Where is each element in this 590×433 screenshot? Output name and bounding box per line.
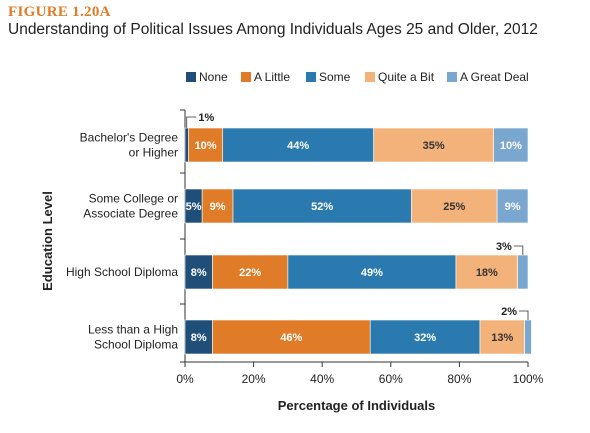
data-label: 46% bbox=[280, 332, 302, 344]
data-label: 2% bbox=[501, 306, 517, 318]
data-label: 10% bbox=[500, 140, 522, 152]
x-tick-label: 80% bbox=[447, 372, 471, 386]
x-tick-label: 100% bbox=[513, 372, 544, 386]
legend-swatch bbox=[447, 72, 457, 82]
x-tick-label: 0% bbox=[176, 372, 194, 386]
data-label: 5% bbox=[186, 201, 202, 213]
data-label: 13% bbox=[491, 332, 513, 344]
bar-segment bbox=[212, 254, 289, 290]
data-label: 1% bbox=[198, 112, 214, 124]
legend-label: None bbox=[199, 70, 228, 84]
bar-segment bbox=[455, 254, 519, 290]
bar-segment bbox=[373, 127, 494, 163]
legend-swatch bbox=[365, 72, 375, 82]
bar-segment bbox=[496, 188, 529, 224]
bar-segment bbox=[184, 319, 213, 355]
category-label: Associate Degree bbox=[83, 207, 178, 221]
data-label: 8% bbox=[191, 332, 207, 344]
bar-segment bbox=[493, 127, 529, 163]
bar-segment bbox=[188, 127, 224, 163]
y-axis-title: Education Level bbox=[40, 191, 55, 291]
category-label: School Diploma bbox=[94, 338, 178, 352]
data-label: 9% bbox=[505, 201, 521, 213]
callout-leader bbox=[513, 245, 524, 255]
bar-segment bbox=[524, 319, 532, 355]
bar-segment bbox=[411, 188, 498, 224]
legend-label: Some bbox=[319, 70, 351, 84]
bar-segment bbox=[287, 254, 457, 290]
category-label: Bachelor's Degree bbox=[80, 131, 179, 145]
legend-label: A Little bbox=[254, 70, 290, 84]
data-label: 8% bbox=[191, 267, 207, 279]
data-label: 18% bbox=[476, 267, 498, 279]
data-label: 25% bbox=[443, 201, 465, 213]
bar-segment bbox=[222, 127, 374, 163]
x-tick-label: 20% bbox=[242, 372, 266, 386]
x-tick-label: 40% bbox=[310, 372, 334, 386]
legend-label: Quite a Bit bbox=[378, 70, 435, 84]
bar-segment bbox=[184, 127, 189, 163]
category-label: or Higher bbox=[129, 146, 178, 160]
x-axis-title: Percentage of Individuals bbox=[278, 398, 436, 413]
legend-swatch bbox=[306, 72, 316, 82]
data-label: 32% bbox=[414, 332, 436, 344]
bar-segment bbox=[212, 319, 371, 355]
legend-label: A Great Deal bbox=[460, 70, 529, 84]
data-label: 35% bbox=[423, 140, 445, 152]
data-label: 49% bbox=[361, 267, 383, 279]
category-label: Less than a High bbox=[88, 323, 178, 337]
data-label: 9% bbox=[210, 201, 226, 213]
data-label: 3% bbox=[496, 241, 512, 253]
figure-label: FIGURE 1.20A bbox=[8, 4, 111, 20]
bar-segment bbox=[479, 319, 525, 355]
callout-leader bbox=[519, 310, 529, 320]
bar-segment bbox=[232, 188, 412, 224]
legend-swatch bbox=[241, 72, 251, 82]
data-label: 10% bbox=[195, 140, 217, 152]
data-label: 22% bbox=[239, 267, 261, 279]
bar-segment bbox=[201, 188, 234, 224]
data-label: 44% bbox=[287, 140, 309, 152]
chart-title: Understanding of Political Issues Among … bbox=[8, 21, 538, 38]
category-label: High School Diploma bbox=[66, 265, 178, 279]
x-tick-label: 60% bbox=[379, 372, 403, 386]
bar-segment bbox=[517, 254, 529, 290]
category-label: Some College or bbox=[89, 192, 178, 206]
legend-swatch bbox=[186, 72, 196, 82]
data-label: 52% bbox=[311, 201, 333, 213]
callout-leader bbox=[186, 116, 197, 128]
